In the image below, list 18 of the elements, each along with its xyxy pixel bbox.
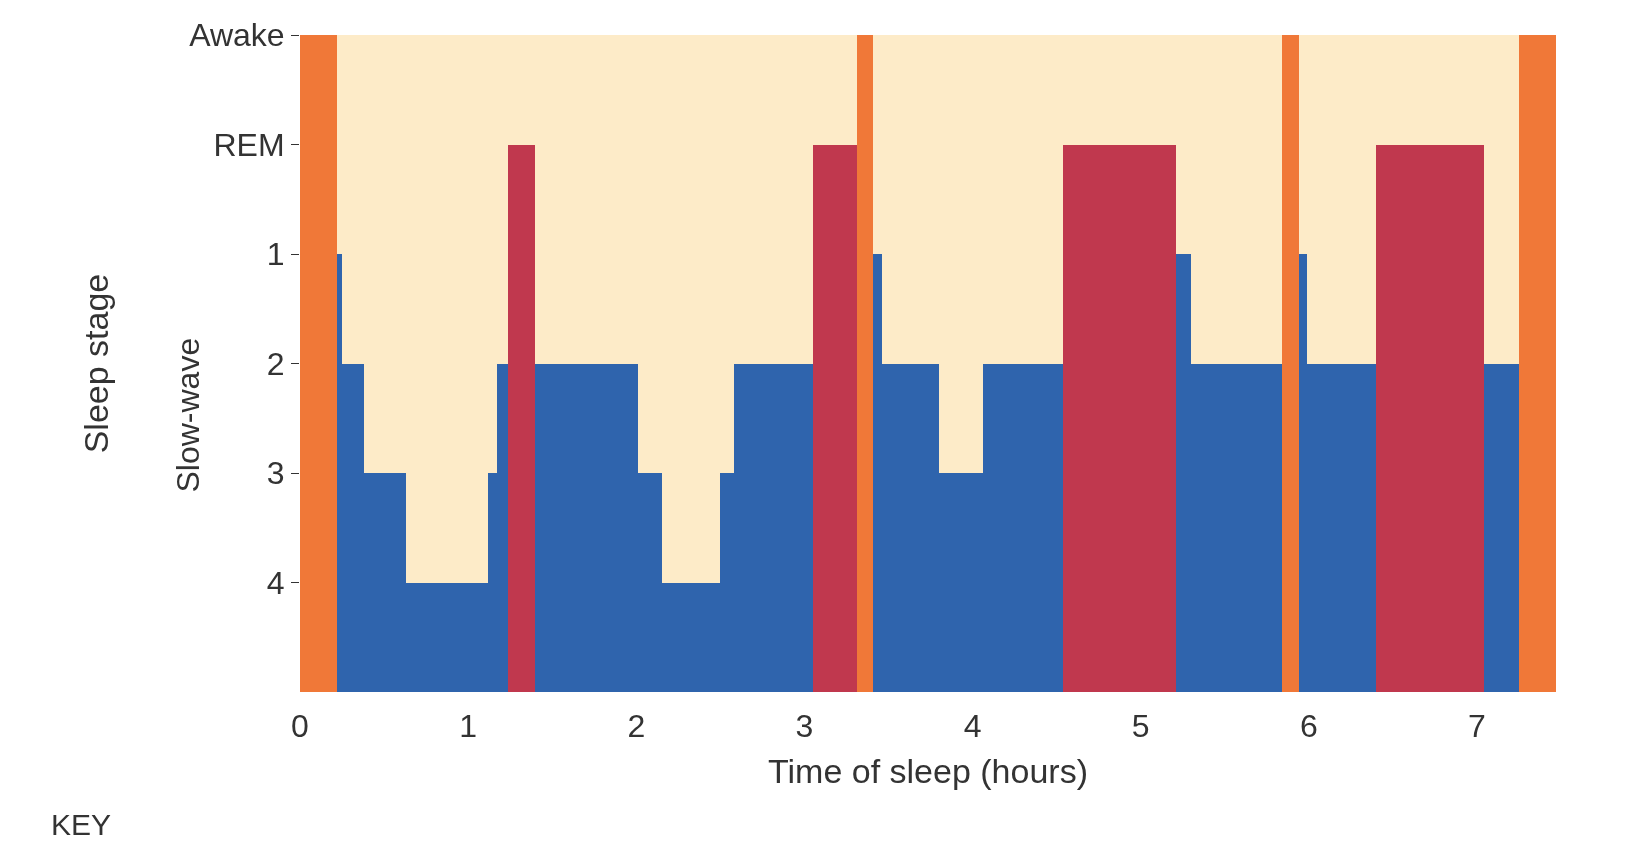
x-tick-label: 7: [1468, 708, 1486, 745]
x-tick-label: 4: [963, 708, 982, 745]
y-tick-label: 2: [266, 345, 285, 382]
x-tick-label: 0: [291, 708, 309, 745]
x-tick-label: 2: [627, 708, 646, 745]
y-tick-label: Awake: [189, 17, 285, 54]
x-tick-label: 5: [1131, 708, 1150, 745]
x-tick-label: 6: [1299, 708, 1318, 745]
y-tick-label: 3: [266, 455, 285, 492]
y-axis-title: Sleep stage: [76, 273, 115, 454]
y-tick-label: REM: [213, 126, 285, 163]
y-tick-label: 4: [266, 564, 285, 601]
text: KEY: [51, 808, 112, 841]
y-tick-label: 1: [266, 236, 285, 273]
text: Slow-wave: [169, 337, 206, 493]
x-axis-title: Time of sleep (hours): [768, 751, 1088, 790]
x-tick-label: 1: [459, 708, 478, 745]
x-tick-label: 3: [795, 708, 814, 745]
